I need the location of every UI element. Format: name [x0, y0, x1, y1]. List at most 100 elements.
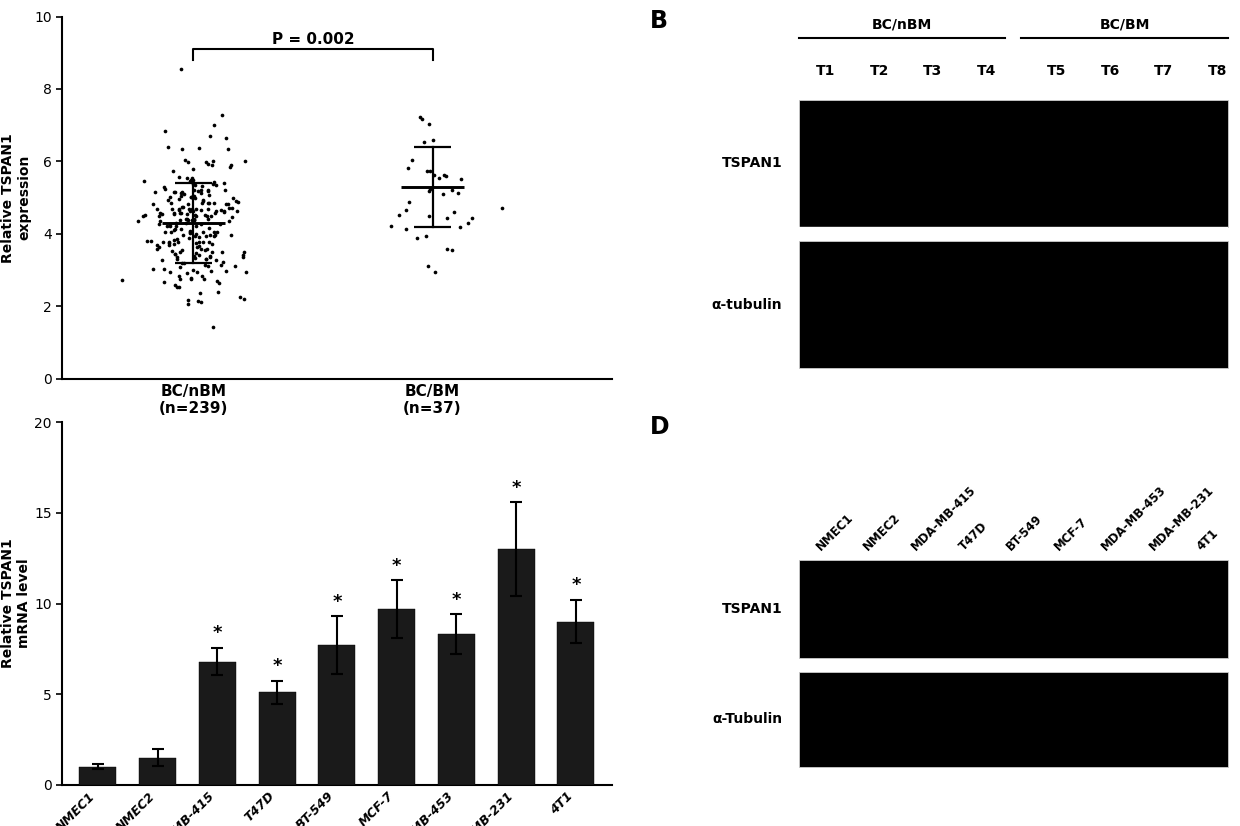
- Point: [192, 196, 212, 209]
- Bar: [497, 549, 534, 785]
- Point: [424, 168, 444, 181]
- Point: [206, 178, 226, 192]
- Point: [203, 175, 223, 188]
- Point: [212, 245, 232, 259]
- Point: [174, 256, 193, 269]
- Text: *: *: [273, 657, 281, 675]
- Point: [218, 214, 238, 227]
- Point: [222, 202, 242, 215]
- Text: *: *: [572, 577, 580, 595]
- Point: [159, 235, 179, 249]
- Point: [197, 202, 217, 216]
- Point: [164, 237, 184, 250]
- Point: [155, 183, 175, 196]
- Point: [195, 208, 215, 221]
- Point: [215, 177, 234, 190]
- Point: [420, 182, 440, 195]
- Point: [222, 229, 242, 242]
- Point: [211, 203, 231, 216]
- Point: [188, 184, 208, 197]
- Point: [112, 273, 131, 287]
- Text: T6: T6: [1100, 64, 1120, 78]
- Point: [185, 214, 205, 227]
- Point: [166, 220, 186, 233]
- Point: [208, 285, 228, 298]
- Point: [186, 246, 206, 259]
- Text: BT-549: BT-549: [1004, 512, 1045, 553]
- Point: [193, 193, 213, 206]
- Text: *: *: [332, 593, 342, 610]
- Text: T5: T5: [1047, 64, 1066, 78]
- Point: [196, 252, 216, 265]
- Text: 4T1: 4T1: [1194, 526, 1221, 553]
- Point: [191, 217, 211, 230]
- Point: [175, 187, 195, 200]
- Point: [398, 162, 418, 175]
- Point: [425, 265, 445, 278]
- Point: [164, 206, 184, 219]
- Point: [196, 253, 216, 266]
- Point: [202, 245, 222, 259]
- Point: [207, 275, 227, 288]
- Point: [190, 287, 210, 300]
- Point: [181, 272, 201, 285]
- Point: [157, 141, 177, 154]
- Point: [205, 230, 224, 243]
- Point: [409, 110, 429, 123]
- Bar: [558, 622, 594, 785]
- Point: [434, 169, 454, 182]
- Point: [423, 134, 443, 147]
- Point: [213, 204, 233, 217]
- Point: [205, 118, 224, 131]
- Point: [450, 221, 470, 234]
- Point: [186, 210, 206, 223]
- Point: [180, 174, 200, 188]
- Point: [170, 213, 190, 226]
- Point: [191, 203, 211, 216]
- Point: [179, 232, 198, 245]
- Point: [186, 227, 206, 240]
- Point: [182, 202, 202, 216]
- Point: [181, 190, 201, 203]
- Text: T8: T8: [1208, 64, 1226, 78]
- Point: [203, 320, 223, 334]
- Point: [184, 213, 203, 226]
- Point: [419, 259, 439, 272]
- Bar: [259, 692, 295, 785]
- Point: [170, 206, 190, 220]
- Point: [191, 296, 211, 309]
- Point: [202, 238, 222, 251]
- Point: [153, 254, 172, 267]
- Point: [179, 155, 198, 169]
- Point: [419, 184, 439, 197]
- Point: [155, 124, 175, 137]
- Text: B: B: [650, 9, 668, 33]
- Point: [155, 225, 175, 239]
- Point: [206, 206, 226, 220]
- Point: [164, 164, 184, 178]
- Point: [215, 206, 234, 219]
- Point: [418, 164, 438, 178]
- Point: [181, 273, 201, 286]
- Text: T47D: T47D: [956, 520, 990, 553]
- Bar: [79, 767, 117, 785]
- Point: [161, 196, 181, 209]
- Point: [143, 262, 162, 275]
- Text: *: *: [212, 624, 222, 643]
- Point: [169, 203, 188, 216]
- Point: [166, 253, 186, 266]
- Point: [159, 193, 179, 206]
- Point: [221, 159, 241, 172]
- Point: [176, 213, 196, 226]
- Point: [190, 249, 210, 262]
- Point: [172, 186, 192, 199]
- Point: [190, 230, 210, 244]
- Text: *: *: [451, 591, 461, 609]
- Point: [207, 253, 227, 266]
- Bar: [799, 100, 1228, 226]
- Point: [228, 196, 248, 209]
- Text: NMEC2: NMEC2: [861, 510, 903, 553]
- Point: [186, 220, 206, 233]
- Point: [205, 225, 224, 239]
- Point: [234, 292, 254, 306]
